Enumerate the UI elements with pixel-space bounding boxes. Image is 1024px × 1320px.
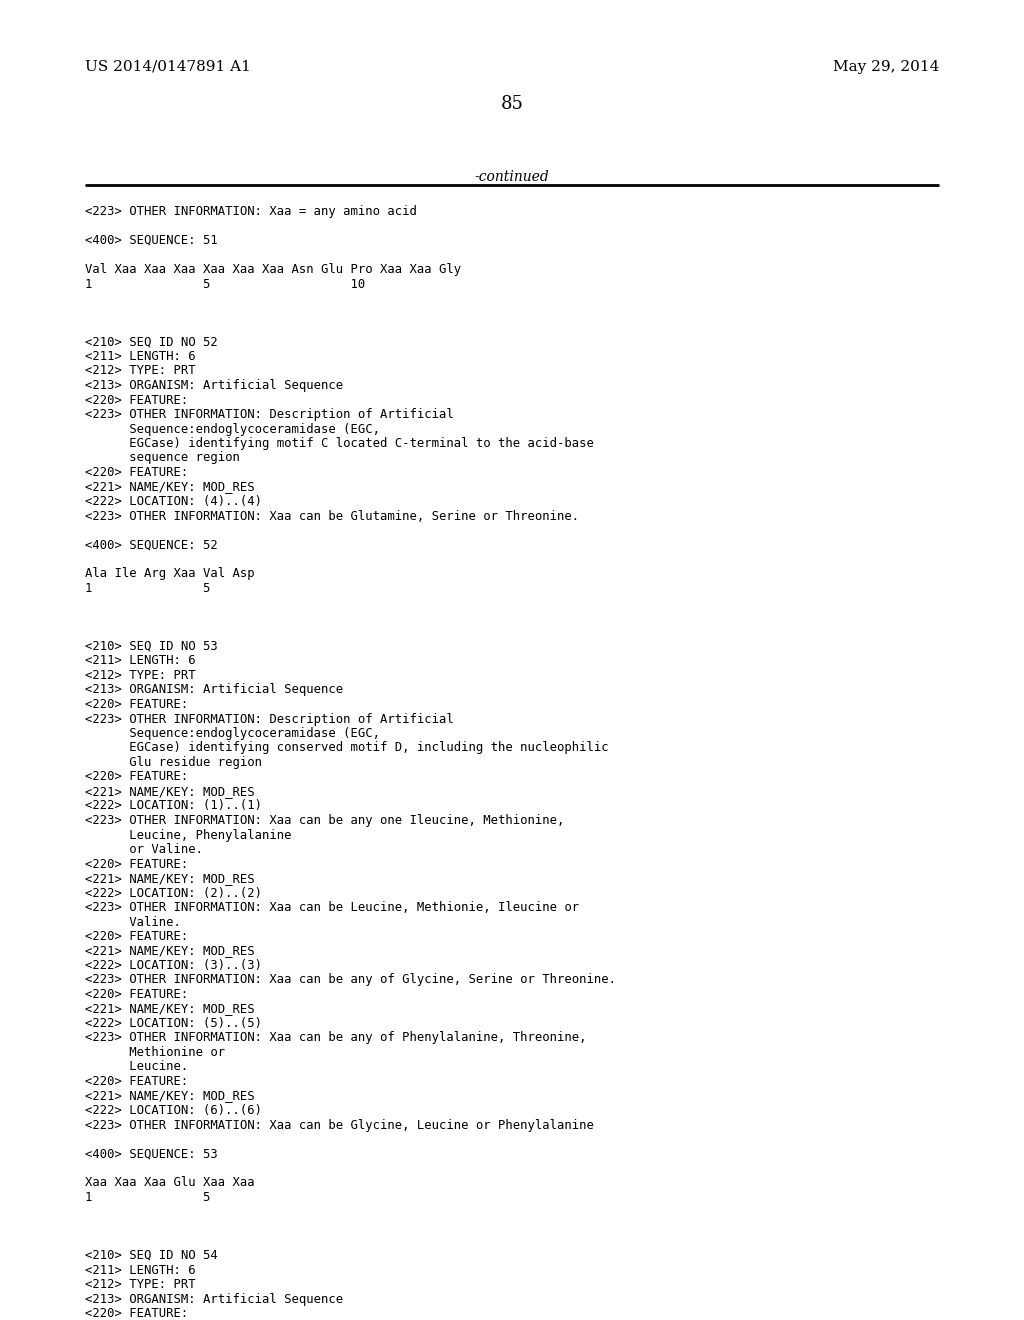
Text: Sequence:endoglycoceramidase (EGC,: Sequence:endoglycoceramidase (EGC, bbox=[85, 727, 380, 741]
Text: Val Xaa Xaa Xaa Xaa Xaa Xaa Asn Glu Pro Xaa Xaa Gly: Val Xaa Xaa Xaa Xaa Xaa Xaa Asn Glu Pro … bbox=[85, 263, 461, 276]
Text: <220> FEATURE:: <220> FEATURE: bbox=[85, 858, 188, 870]
Text: <221> NAME/KEY: MOD_RES: <221> NAME/KEY: MOD_RES bbox=[85, 1002, 255, 1015]
Text: 85: 85 bbox=[501, 95, 523, 114]
Text: 1               5: 1 5 bbox=[85, 1191, 210, 1204]
Text: -continued: -continued bbox=[475, 170, 549, 183]
Text: <220> FEATURE:: <220> FEATURE: bbox=[85, 987, 188, 1001]
Text: <223> OTHER INFORMATION: Xaa can be any one Ileucine, Methionine,: <223> OTHER INFORMATION: Xaa can be any … bbox=[85, 814, 564, 828]
Text: <212> TYPE: PRT: <212> TYPE: PRT bbox=[85, 669, 196, 682]
Text: or Valine.: or Valine. bbox=[85, 843, 203, 855]
Text: <223> OTHER INFORMATION: Xaa = any amino acid: <223> OTHER INFORMATION: Xaa = any amino… bbox=[85, 205, 417, 218]
Text: Methionine or: Methionine or bbox=[85, 1045, 225, 1059]
Text: <222> LOCATION: (6)..(6): <222> LOCATION: (6)..(6) bbox=[85, 1104, 262, 1117]
Text: <222> LOCATION: (3)..(3): <222> LOCATION: (3)..(3) bbox=[85, 960, 262, 972]
Text: <223> OTHER INFORMATION: Xaa can be Leucine, Methionie, Ileucine or: <223> OTHER INFORMATION: Xaa can be Leuc… bbox=[85, 902, 580, 913]
Text: <220> FEATURE:: <220> FEATURE: bbox=[85, 1074, 188, 1088]
Text: May 29, 2014: May 29, 2014 bbox=[833, 59, 939, 74]
Text: <400> SEQUENCE: 51: <400> SEQUENCE: 51 bbox=[85, 234, 218, 247]
Text: <223> OTHER INFORMATION: Xaa can be any of Glycine, Serine or Threonine.: <223> OTHER INFORMATION: Xaa can be any … bbox=[85, 974, 616, 986]
Text: <221> NAME/KEY: MOD_RES: <221> NAME/KEY: MOD_RES bbox=[85, 480, 255, 494]
Text: Sequence:endoglycoceramidase (EGC,: Sequence:endoglycoceramidase (EGC, bbox=[85, 422, 380, 436]
Text: <220> FEATURE:: <220> FEATURE: bbox=[85, 698, 188, 711]
Text: Glu residue region: Glu residue region bbox=[85, 756, 262, 770]
Text: <212> TYPE: PRT: <212> TYPE: PRT bbox=[85, 364, 196, 378]
Text: <223> OTHER INFORMATION: Xaa can be any of Phenylalanine, Threonine,: <223> OTHER INFORMATION: Xaa can be any … bbox=[85, 1031, 587, 1044]
Text: US 2014/0147891 A1: US 2014/0147891 A1 bbox=[85, 59, 251, 74]
Text: <213> ORGANISM: Artificial Sequence: <213> ORGANISM: Artificial Sequence bbox=[85, 379, 343, 392]
Text: <220> FEATURE:: <220> FEATURE: bbox=[85, 1307, 188, 1320]
Text: 1               5                   10: 1 5 10 bbox=[85, 277, 366, 290]
Text: <213> ORGANISM: Artificial Sequence: <213> ORGANISM: Artificial Sequence bbox=[85, 1292, 343, 1305]
Text: <400> SEQUENCE: 52: <400> SEQUENCE: 52 bbox=[85, 539, 218, 552]
Text: <212> TYPE: PRT: <212> TYPE: PRT bbox=[85, 1278, 196, 1291]
Text: Leucine.: Leucine. bbox=[85, 1060, 188, 1073]
Text: <223> OTHER INFORMATION: Description of Artificial: <223> OTHER INFORMATION: Description of … bbox=[85, 408, 454, 421]
Text: <220> FEATURE:: <220> FEATURE: bbox=[85, 466, 188, 479]
Text: <221> NAME/KEY: MOD_RES: <221> NAME/KEY: MOD_RES bbox=[85, 945, 255, 957]
Text: <221> NAME/KEY: MOD_RES: <221> NAME/KEY: MOD_RES bbox=[85, 873, 255, 884]
Text: <211> LENGTH: 6: <211> LENGTH: 6 bbox=[85, 350, 196, 363]
Text: EGCase) identifying motif C located C-terminal to the acid-base: EGCase) identifying motif C located C-te… bbox=[85, 437, 594, 450]
Text: <222> LOCATION: (2)..(2): <222> LOCATION: (2)..(2) bbox=[85, 887, 262, 899]
Text: <210> SEQ ID NO 54: <210> SEQ ID NO 54 bbox=[85, 1249, 218, 1262]
Text: <222> LOCATION: (5)..(5): <222> LOCATION: (5)..(5) bbox=[85, 1016, 262, 1030]
Text: <221> NAME/KEY: MOD_RES: <221> NAME/KEY: MOD_RES bbox=[85, 785, 255, 799]
Text: Xaa Xaa Xaa Glu Xaa Xaa: Xaa Xaa Xaa Glu Xaa Xaa bbox=[85, 1176, 255, 1189]
Text: Ala Ile Arg Xaa Val Asp: Ala Ile Arg Xaa Val Asp bbox=[85, 568, 255, 581]
Text: Valine.: Valine. bbox=[85, 916, 181, 928]
Text: <210> SEQ ID NO 52: <210> SEQ ID NO 52 bbox=[85, 335, 218, 348]
Text: <220> FEATURE:: <220> FEATURE: bbox=[85, 931, 188, 942]
Text: <223> OTHER INFORMATION: Xaa can be Glycine, Leucine or Phenylalanine: <223> OTHER INFORMATION: Xaa can be Glyc… bbox=[85, 1118, 594, 1131]
Text: <222> LOCATION: (1)..(1): <222> LOCATION: (1)..(1) bbox=[85, 800, 262, 813]
Text: <211> LENGTH: 6: <211> LENGTH: 6 bbox=[85, 655, 196, 668]
Text: sequence region: sequence region bbox=[85, 451, 240, 465]
Text: 1               5: 1 5 bbox=[85, 582, 210, 595]
Text: <221> NAME/KEY: MOD_RES: <221> NAME/KEY: MOD_RES bbox=[85, 1089, 255, 1102]
Text: <223> OTHER INFORMATION: Xaa can be Glutamine, Serine or Threonine.: <223> OTHER INFORMATION: Xaa can be Glut… bbox=[85, 510, 580, 523]
Text: <213> ORGANISM: Artificial Sequence: <213> ORGANISM: Artificial Sequence bbox=[85, 684, 343, 697]
Text: <211> LENGTH: 6: <211> LENGTH: 6 bbox=[85, 1263, 196, 1276]
Text: <220> FEATURE:: <220> FEATURE: bbox=[85, 393, 188, 407]
Text: EGCase) identifying conserved motif D, including the nucleophilic: EGCase) identifying conserved motif D, i… bbox=[85, 742, 608, 755]
Text: <400> SEQUENCE: 53: <400> SEQUENCE: 53 bbox=[85, 1147, 218, 1160]
Text: <220> FEATURE:: <220> FEATURE: bbox=[85, 771, 188, 784]
Text: <222> LOCATION: (4)..(4): <222> LOCATION: (4)..(4) bbox=[85, 495, 262, 508]
Text: <223> OTHER INFORMATION: Description of Artificial: <223> OTHER INFORMATION: Description of … bbox=[85, 713, 454, 726]
Text: Leucine, Phenylalanine: Leucine, Phenylalanine bbox=[85, 829, 292, 842]
Text: <210> SEQ ID NO 53: <210> SEQ ID NO 53 bbox=[85, 640, 218, 653]
